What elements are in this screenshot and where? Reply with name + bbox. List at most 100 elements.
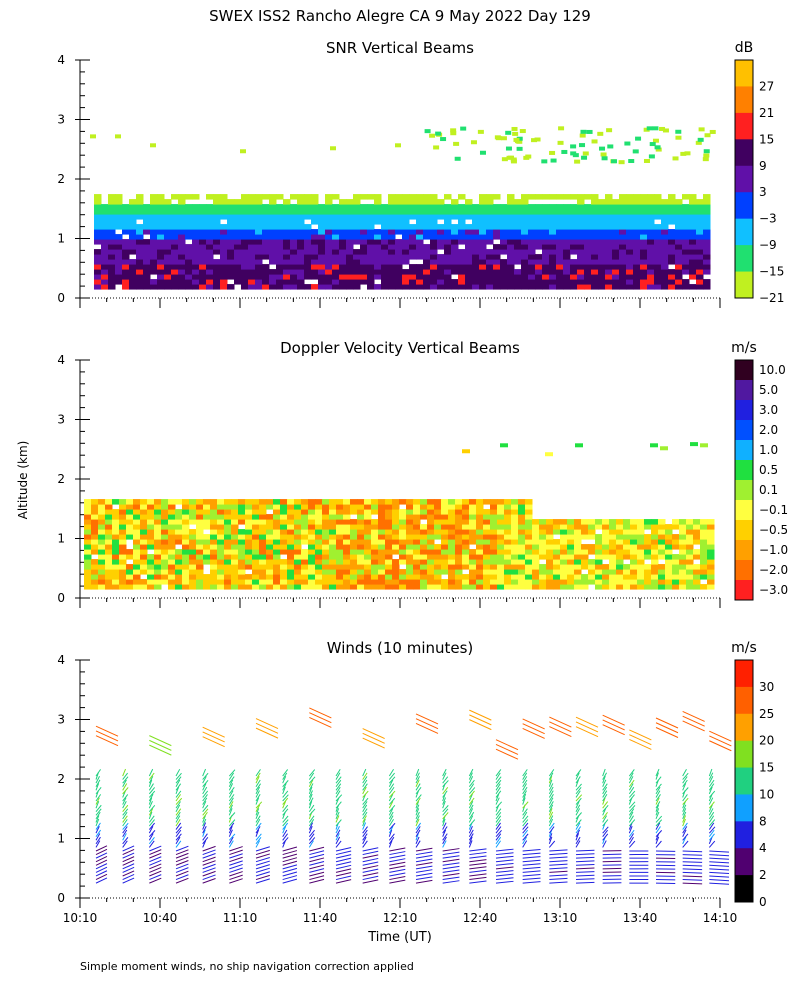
wind-barb xyxy=(469,855,487,859)
snr-cell xyxy=(535,244,543,250)
snr-cell xyxy=(549,209,557,215)
wind-barb xyxy=(362,879,379,884)
snr-cell xyxy=(521,284,529,290)
doppler-cell xyxy=(210,514,218,520)
wind-barb xyxy=(202,833,208,841)
wind-barb xyxy=(495,790,502,798)
colorbar-label: 3 xyxy=(759,185,767,199)
doppler-cell xyxy=(693,574,701,580)
wind-barb xyxy=(389,858,406,863)
snr-cell xyxy=(535,274,543,280)
snr-cell xyxy=(682,259,690,265)
doppler-cell xyxy=(504,549,512,555)
doppler-cell xyxy=(504,539,512,545)
doppler-cell xyxy=(294,579,302,585)
snr-cell xyxy=(514,274,522,280)
doppler-cell xyxy=(602,529,610,535)
snr-cell xyxy=(521,279,529,285)
wind-barb xyxy=(282,850,298,856)
snr-cell xyxy=(332,219,340,225)
doppler-cell xyxy=(588,529,596,535)
doppler-cell xyxy=(224,584,232,590)
doppler-cell xyxy=(406,504,414,510)
doppler-cell xyxy=(406,544,414,550)
doppler-cell xyxy=(371,504,379,510)
snr-cell xyxy=(689,254,697,260)
wind-barb xyxy=(602,840,607,848)
snr-cell xyxy=(437,234,445,240)
doppler-cell xyxy=(553,524,561,530)
doppler-cell xyxy=(462,524,470,530)
wind-barb xyxy=(522,727,545,739)
snr-cell xyxy=(164,274,172,280)
snr-cell xyxy=(283,244,291,250)
doppler-cell xyxy=(434,584,442,590)
snr-echo xyxy=(501,157,508,162)
doppler-cell xyxy=(231,504,239,510)
snr-cell xyxy=(640,244,648,250)
doppler-cell xyxy=(483,574,491,580)
snr-cell xyxy=(633,254,641,260)
wind-barb xyxy=(282,822,289,830)
doppler-cell xyxy=(630,519,638,525)
snr-cell xyxy=(241,264,249,270)
snr-cell xyxy=(220,204,228,210)
snr-cell xyxy=(108,239,116,245)
wind-barb xyxy=(442,768,447,777)
snr-cell xyxy=(346,284,354,290)
doppler-cell xyxy=(399,529,407,535)
x-axis-label: Time (UT) xyxy=(367,930,432,945)
doppler-cell xyxy=(315,524,323,530)
doppler-cell xyxy=(455,564,463,570)
wind-barb xyxy=(149,845,162,852)
doppler-cell xyxy=(308,504,316,510)
doppler-cell xyxy=(84,499,92,505)
snr-cell xyxy=(108,224,116,230)
doppler-cell xyxy=(504,509,512,515)
snr-cell xyxy=(633,239,641,245)
snr-cell xyxy=(682,254,690,260)
doppler-cell xyxy=(133,549,141,555)
doppler-cell xyxy=(427,559,435,565)
snr-cell xyxy=(115,219,123,225)
doppler-cell xyxy=(672,534,680,540)
snr-cell xyxy=(493,224,501,230)
doppler-cell xyxy=(581,544,589,550)
snr-cell xyxy=(416,229,424,235)
doppler-cell xyxy=(679,534,687,540)
wind-barb xyxy=(388,797,396,805)
colorbar-label: 0.5 xyxy=(759,463,778,477)
snr-cell xyxy=(626,219,634,225)
doppler-cell xyxy=(588,579,596,585)
snr-cell xyxy=(563,239,571,245)
snr-cell xyxy=(633,244,641,250)
doppler-echo xyxy=(660,446,668,451)
snr-cell xyxy=(612,224,620,230)
doppler-cell xyxy=(644,544,652,550)
snr-cell xyxy=(472,254,480,260)
doppler-cell xyxy=(266,564,274,570)
snr-cell xyxy=(696,239,704,245)
snr-cell xyxy=(122,274,130,280)
snr-cell xyxy=(598,274,606,280)
doppler-cell xyxy=(182,534,190,540)
doppler-cell xyxy=(217,569,225,575)
wind-barb xyxy=(709,850,730,853)
snr-cell xyxy=(430,274,438,280)
snr-cell xyxy=(409,204,417,210)
wind-barb xyxy=(442,805,449,813)
snr-cell xyxy=(626,229,634,235)
doppler-cell xyxy=(588,544,596,550)
doppler-cell xyxy=(441,499,449,505)
doppler-cell xyxy=(294,504,302,510)
snr-cell xyxy=(451,249,459,255)
snr-cell xyxy=(94,224,102,230)
snr-cell xyxy=(437,214,445,220)
wind-barb xyxy=(602,797,606,805)
snr-cell xyxy=(444,194,452,200)
snr-cell xyxy=(612,274,620,280)
doppler-cell xyxy=(322,499,330,505)
snr-cell xyxy=(458,234,466,240)
snr-cell xyxy=(549,249,557,255)
wind-barb xyxy=(255,779,261,788)
